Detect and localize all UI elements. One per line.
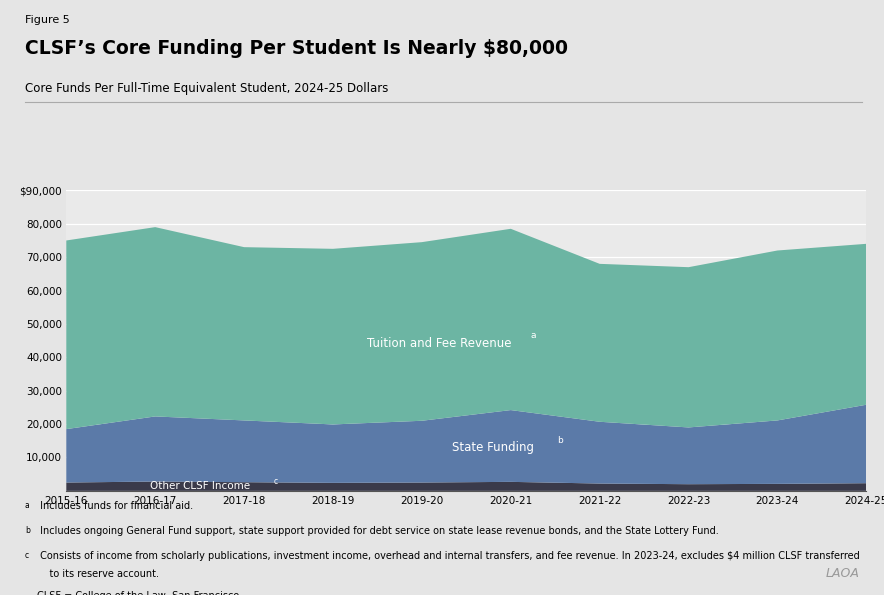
Text: c: c [25, 551, 29, 560]
Text: Other CLSF Income: Other CLSF Income [149, 481, 249, 490]
Text: c: c [273, 477, 278, 486]
Text: State Funding: State Funding [452, 441, 534, 454]
Text: LAOA: LAOA [826, 567, 859, 580]
Text: b: b [25, 526, 30, 535]
Text: Figure 5: Figure 5 [25, 15, 70, 25]
Text: b: b [557, 436, 562, 444]
Text: a: a [25, 501, 29, 510]
Text: a: a [530, 331, 536, 340]
Text: CLSF = College of the Law, San Francisco.: CLSF = College of the Law, San Francisco… [37, 591, 242, 595]
Text: Core Funds Per Full-Time Equivalent Student, 2024-25 Dollars: Core Funds Per Full-Time Equivalent Stud… [25, 82, 388, 95]
Text: Includes ongoing General Fund support, state support provided for debt service o: Includes ongoing General Fund support, s… [37, 526, 719, 536]
Text: CLSF’s Core Funding Per Student Is Nearly $80,000: CLSF’s Core Funding Per Student Is Nearl… [25, 39, 568, 58]
Text: Consists of income from scholarly publications, investment income, overhead and : Consists of income from scholarly public… [37, 551, 860, 561]
Text: to its reserve account.: to its reserve account. [37, 569, 159, 579]
Text: Includes funds for financial aid.: Includes funds for financial aid. [37, 501, 194, 511]
Text: Tuition and Fee Revenue: Tuition and Fee Revenue [368, 337, 512, 350]
